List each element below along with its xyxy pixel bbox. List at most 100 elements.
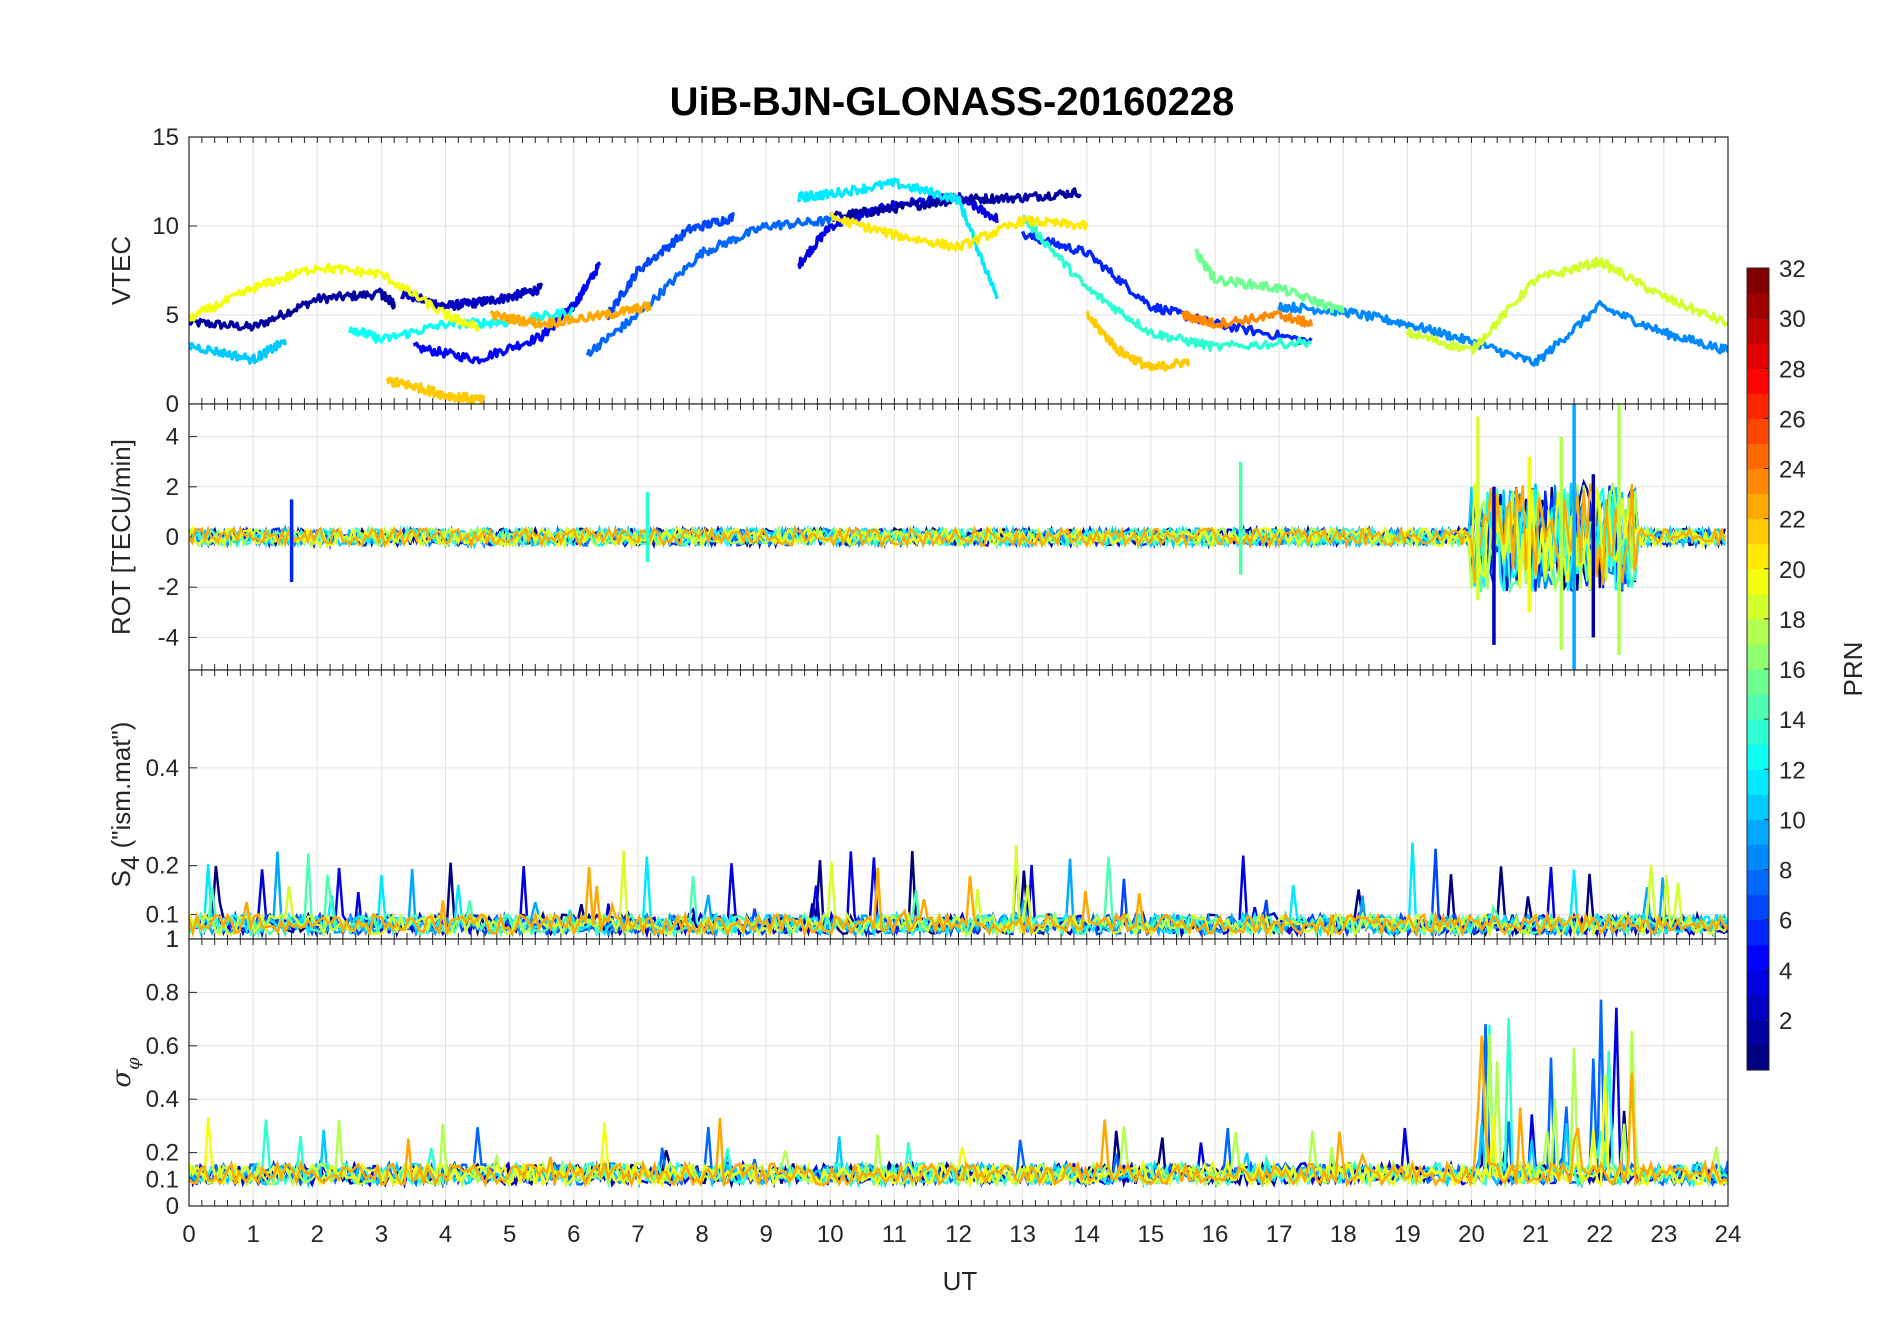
colorbar-segment	[1747, 844, 1769, 871]
colorbar-segment	[1747, 418, 1769, 445]
x-tick-label: 9	[759, 1221, 772, 1248]
colorbar-segment	[1747, 568, 1769, 595]
colorbar-segment	[1747, 794, 1769, 820]
data-lines	[189, 842, 1728, 939]
colorbar-tick-label: 10	[1779, 807, 1806, 834]
vtec-series-prn-16	[1194, 248, 1345, 314]
y-tick-label: 2	[166, 474, 179, 501]
x-tick-label: 24	[1715, 1221, 1742, 1248]
panel-4: 00.10.2 0.4 0.6 0.8 1 σφ	[107, 926, 1729, 1220]
colorbar-segment	[1747, 643, 1769, 670]
x-tick-label: 14	[1073, 1221, 1100, 1248]
colorbar-segment	[1747, 468, 1769, 495]
x-tick-label: 13	[1009, 1221, 1036, 1248]
axes-box	[188, 938, 1729, 1207]
colorbar-segment	[1747, 1019, 1769, 1046]
colorbar-segment	[1747, 343, 1769, 369]
chart-title: UiB-BJN-GLONASS-20160228	[670, 80, 1235, 124]
y-tick-label: 1	[166, 926, 179, 953]
y-tick-label: 0.1	[146, 902, 179, 929]
colorbar-tick-label: 24	[1779, 457, 1806, 484]
x-tick-label: 10	[817, 1221, 844, 1248]
x-tick-label: 19	[1394, 1221, 1421, 1248]
x-tick-label: 8	[695, 1221, 708, 1248]
colorbar-segment	[1747, 694, 1769, 720]
vtec-series-prn-8	[585, 215, 832, 357]
vtec-series-prn-14	[1020, 214, 1312, 352]
sigma-phi-series-prn-18	[189, 1031, 1728, 1190]
x-tick-label: 18	[1330, 1221, 1357, 1248]
vtec-series-prn-21	[829, 211, 1089, 252]
x-axis-label: UT	[943, 1266, 978, 1296]
colorbar-tick-label: 26	[1779, 406, 1806, 433]
colorbar-segment	[1747, 969, 1769, 996]
vtec-series-prn-9	[1277, 299, 1728, 367]
x-tick-label: 4	[439, 1221, 452, 1248]
vtec-series-prn-24	[1181, 310, 1313, 329]
x-tick-label: 16	[1202, 1221, 1229, 1248]
y-axis-label: VTEC	[106, 236, 136, 305]
colorbar-segment	[1747, 293, 1769, 319]
colorbar-segment	[1747, 744, 1769, 770]
data-lines	[189, 404, 1726, 670]
x-axis-ticks: 0 1 2 3 4 5 6 7 8 9 10 11 12 13 14 15 16 17 18 19 20 21 22 23 24	[182, 1221, 1741, 1248]
colorbar-segment	[1747, 994, 1769, 1021]
colorbar-segment	[1747, 819, 1769, 846]
panel-3: 0.1 0.2 0.4 1 S4 ("ism.mat")	[106, 669, 1729, 953]
vtec-series-prn-19	[1405, 256, 1728, 355]
vtec-series-prn-2	[189, 287, 396, 332]
vtec-series-prn-23	[489, 301, 653, 329]
x-tick-label: 1	[246, 1221, 259, 1248]
x-tick-label: 17	[1266, 1221, 1293, 1248]
y-tick-label: 0.1	[146, 1166, 179, 1193]
y-axis-label: S4 ("ism.mat")	[106, 722, 145, 888]
colorbar-segment	[1747, 894, 1769, 921]
colorbar-tick-label: 4	[1779, 958, 1792, 985]
rot-series-prn-23	[189, 483, 1726, 586]
vtec-series-prn-20	[189, 262, 480, 333]
colorbar-segment	[1747, 518, 1769, 545]
colorbar-segment	[1747, 393, 1769, 419]
colorbar-segment	[1747, 1044, 1769, 1071]
colorbar-segment	[1747, 944, 1769, 971]
panel-1: 0 5 10 15 VTEC	[106, 124, 1729, 418]
colorbar-segment	[1747, 669, 1769, 695]
y-tick-label: 10	[152, 213, 179, 240]
colorbar-tick-label: 8	[1779, 858, 1792, 885]
panel-2: -4 -2 0 2 4 ROT [TECU/min]	[106, 403, 1729, 671]
x-tick-label: 11	[882, 1221, 907, 1248]
y-tick-label: 1	[166, 926, 179, 953]
colorbar-segment	[1747, 443, 1769, 470]
colorbar-segment	[1747, 268, 1769, 294]
colorbar-segment	[1747, 869, 1769, 896]
y-tick-label: -4	[158, 624, 179, 651]
vtec-series-prn-11	[189, 338, 287, 365]
data-lines	[189, 177, 1728, 404]
y-tick-label: 0.4	[146, 1086, 179, 1113]
x-tick-label: 12	[945, 1221, 972, 1248]
colorbar-tick-label: 28	[1779, 356, 1806, 383]
colorbar-segment	[1747, 719, 1769, 745]
x-tick-label: 23	[1651, 1221, 1678, 1248]
vtec-series-prn-7	[604, 212, 735, 321]
sigma-phi-series-prn-23	[189, 1035, 1728, 1189]
colorbar-tick-label: 22	[1779, 507, 1806, 534]
y-axis-label: σφ	[107, 1057, 144, 1088]
s4-series-prn-23	[189, 866, 1728, 938]
x-tick-label: 5	[503, 1221, 516, 1248]
x-tick-label: 15	[1138, 1221, 1165, 1248]
colorbar-label: PRN	[1838, 642, 1868, 697]
y-tick-label: -2	[158, 574, 179, 601]
data-lines	[189, 999, 1728, 1190]
vtec-series-prn-22	[1085, 310, 1191, 372]
colorbar-segment	[1747, 919, 1769, 946]
y-tick-label: 0	[166, 391, 179, 418]
x-tick-label: 6	[567, 1221, 580, 1248]
x-tick-label: 0	[182, 1221, 195, 1248]
colorbar-tick-label: 30	[1779, 306, 1806, 333]
y-tick-label: 0.6	[146, 1033, 179, 1060]
colorbar-tick-label: 6	[1779, 908, 1792, 935]
